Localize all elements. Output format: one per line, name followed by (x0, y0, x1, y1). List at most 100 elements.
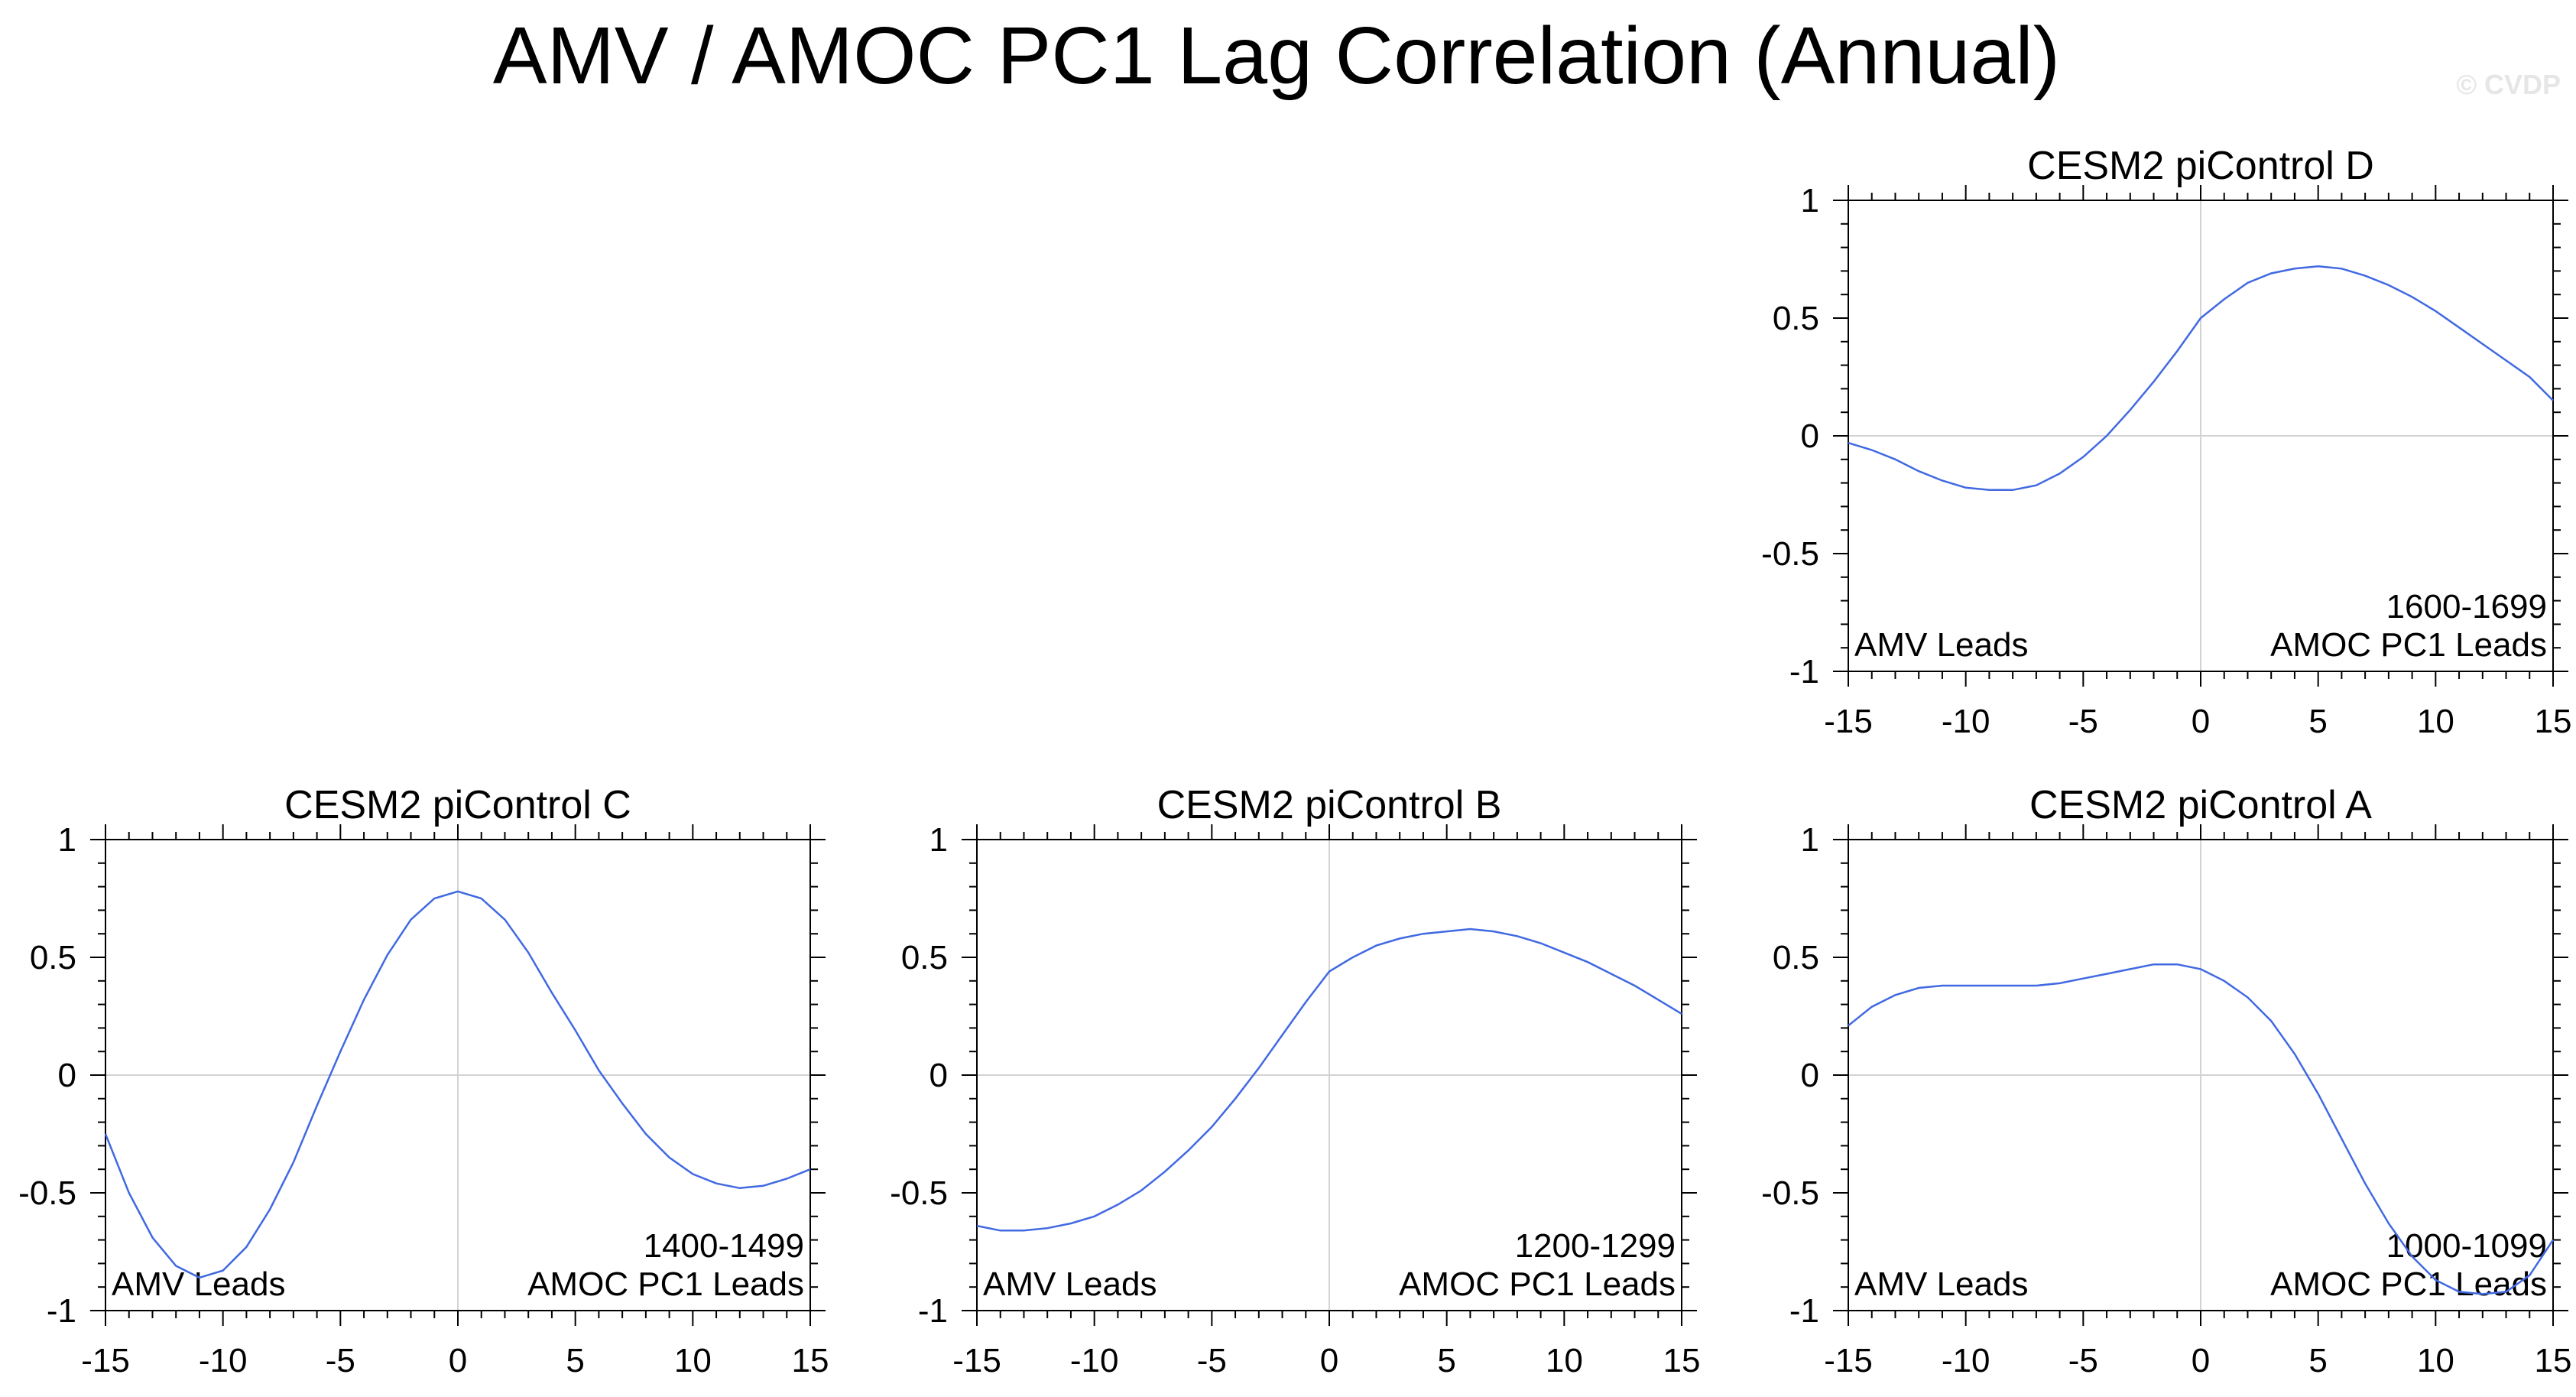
data-point (1351, 955, 1355, 960)
data-point (526, 950, 530, 955)
x-tick-label: -15 (952, 1342, 1001, 1379)
data-point (1609, 972, 1614, 976)
data-point (550, 990, 554, 995)
data-point (2152, 379, 2156, 384)
correlation-line (1848, 265, 2554, 492)
amoc-leads-label: AMOC PC1 Leads (2270, 626, 2547, 664)
data-point (1964, 983, 1968, 988)
x-tick-label: 15 (792, 1342, 829, 1379)
data-point (1846, 1023, 1851, 1028)
data-point (127, 1191, 131, 1195)
data-point (998, 1228, 1003, 1233)
data-point (1209, 1125, 1214, 1129)
x-tick-label: -10 (199, 1342, 248, 1379)
x-tick-label: 10 (1546, 1342, 1583, 1379)
data-point (2292, 266, 2297, 271)
data-point (2246, 995, 2250, 999)
x-tick-label: -5 (2068, 1342, 2098, 1379)
data-point (2010, 983, 2015, 988)
data-point (761, 1184, 766, 1188)
data-point (2316, 264, 2321, 268)
x-tick-label: 0 (1320, 1342, 1338, 1379)
x-tick-label: -10 (1942, 703, 1990, 740)
data-point (1280, 1033, 1285, 1038)
data-point (2339, 266, 2344, 271)
x-tick-label: 15 (2535, 703, 2572, 740)
x-tick-label: 5 (2308, 1342, 2327, 1379)
correlation-line (1848, 963, 2555, 1295)
data-point (2457, 325, 2461, 330)
data-point (2104, 434, 2109, 438)
data-point (1656, 997, 1660, 1002)
period-label: 1200-1299 (1515, 1227, 1676, 1265)
data-point (2527, 1273, 2532, 1278)
data-point (2386, 1221, 2391, 1226)
data-point (2175, 349, 2179, 353)
data-point (2104, 972, 2109, 976)
data-point (1069, 1221, 1073, 1226)
data-point (1893, 993, 1898, 997)
data-point (2410, 1254, 2415, 1259)
data-point (2034, 983, 2039, 988)
data-point (1468, 927, 1472, 931)
data-point (2010, 488, 2015, 492)
data-point (2198, 967, 2203, 971)
data-point (2198, 316, 2203, 320)
y-tick-label: -1 (1789, 653, 1819, 690)
chart-panel: -15 -10 -5 0 5 10 15 1 0.5 0 -0.5 -1 CESM2 piControl… (1761, 783, 2571, 1379)
data-point (1846, 440, 1851, 445)
chart-panel: -15 -10 -5 0 5 10 15 1 0.5 0 -0.5 -1 CESM2 piControl… (890, 783, 1700, 1379)
data-point (1303, 1000, 1308, 1005)
data-point (1940, 479, 1945, 483)
chart-panel: -15 -10 -5 0 5 10 15 1 0.5 0 -0.5 -1 CESM2 piControl… (18, 783, 829, 1379)
data-point (1257, 1066, 1261, 1070)
data-point (2222, 297, 2227, 301)
data-point (2058, 471, 2062, 476)
data-point (2269, 271, 2273, 276)
data-point (808, 1167, 813, 1171)
y-tick-label: 0.5 (1773, 300, 1819, 337)
data-point (2222, 979, 2227, 983)
data-point (268, 1207, 272, 1212)
data-point (2058, 981, 2062, 986)
data-point (1186, 1148, 1191, 1153)
data-point (1633, 983, 1637, 988)
data-point (2504, 358, 2509, 362)
chart-panel: -15 -10 -5 0 5 10 15 1 0.5 0 -0.5 -1 CESM2 piControl… (1761, 144, 2571, 740)
data-point (103, 1132, 108, 1136)
x-tick-label: 0 (2192, 703, 2210, 740)
y-tick-label: -0.5 (1761, 535, 1819, 573)
data-point (784, 1177, 789, 1181)
x-tick-label: -15 (1824, 1342, 1873, 1379)
data-point (573, 1028, 578, 1033)
data-point (2269, 1019, 2273, 1023)
data-point (2527, 375, 2532, 379)
correlation-line (104, 890, 811, 1279)
y-tick-label: 0 (1801, 417, 1819, 455)
panel-title: CESM2 piControl D (2027, 144, 2374, 188)
panel-title: CESM2 piControl B (1157, 783, 1502, 827)
data-point (2433, 309, 2438, 314)
y-tick-label: -1 (918, 1292, 948, 1330)
x-tick-label: -5 (2068, 703, 2098, 740)
data-point (2292, 1051, 2297, 1056)
y-tick-label: -0.5 (890, 1174, 948, 1212)
data-point (2081, 976, 2085, 981)
data-point (1374, 944, 1379, 948)
x-tick-label: 0 (2192, 1342, 2210, 1379)
data-point (2363, 1181, 2367, 1186)
data-point (1870, 448, 1874, 453)
data-point (1916, 986, 1921, 990)
x-tick-label: 10 (674, 1342, 712, 1379)
data-point (432, 896, 436, 901)
data-point (690, 1171, 695, 1176)
data-point (2339, 1136, 2344, 1141)
amv-leads-label: AMV Leads (1854, 1265, 2028, 1303)
y-tick-label: 1 (930, 821, 948, 859)
x-tick-label: -5 (1197, 1342, 1227, 1379)
data-point (2246, 281, 2250, 285)
data-point (738, 1186, 742, 1191)
data-point (385, 953, 390, 957)
data-point (315, 1103, 320, 1108)
